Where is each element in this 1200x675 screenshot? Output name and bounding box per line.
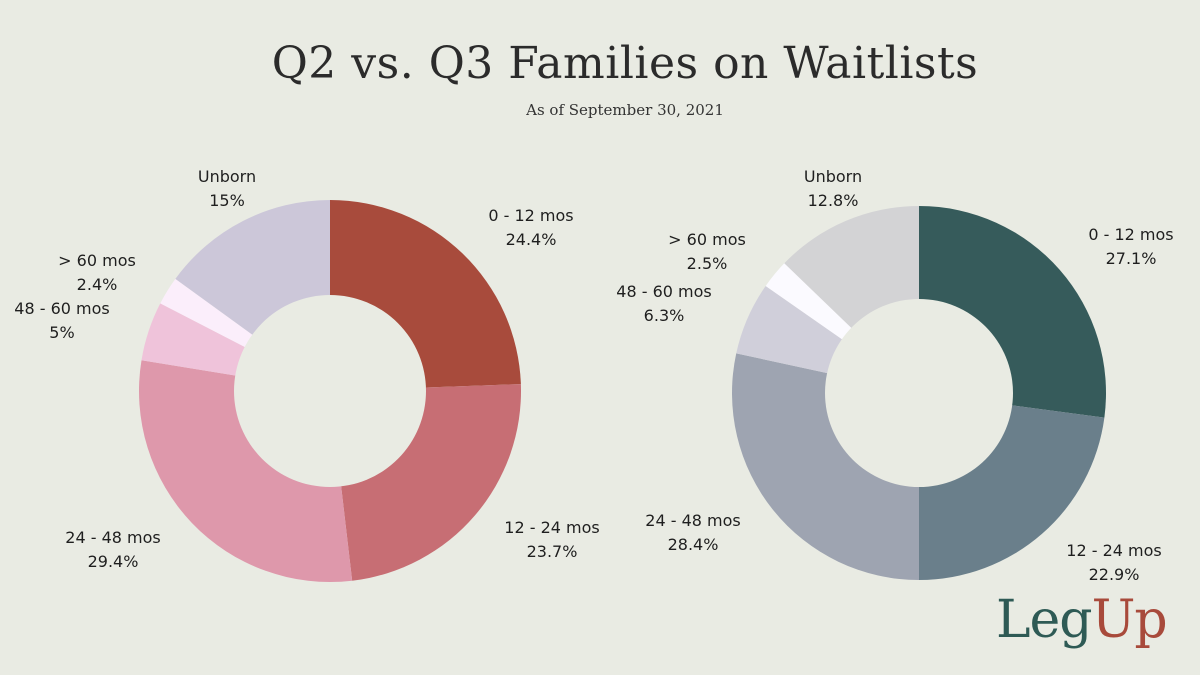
- slice-name: 48 - 60 mos: [616, 282, 712, 301]
- slice-name: > 60 mos: [58, 251, 136, 270]
- chart-subtitle: As of September 30, 2021: [526, 101, 724, 119]
- q2-label-12-24: 12 - 24 mos 23.7%: [492, 516, 612, 564]
- q2-label-24-48: 24 - 48 mos 29.4%: [52, 526, 174, 574]
- q2-label-unborn: Unborn 15%: [180, 165, 274, 213]
- slice-value: 29.4%: [87, 552, 139, 571]
- slice-value: 15%: [209, 191, 245, 210]
- q3-label-0-12: 0 - 12 mos 27.1%: [1076, 223, 1186, 271]
- q2-label-60plus: > 60 mos 2.4%: [50, 249, 144, 297]
- slice-value: 22.9%: [1088, 565, 1140, 584]
- logo-part-up: Up: [1091, 590, 1168, 650]
- slice-value: 6.3%: [643, 306, 685, 325]
- slice-name: 24 - 48 mos: [65, 528, 161, 547]
- q2-label-0-12: 0 - 12 mos 24.4%: [478, 204, 584, 252]
- slice-value: 2.5%: [686, 254, 728, 273]
- slice-name: 0 - 12 mos: [488, 206, 574, 225]
- slice-name: 48 - 60 mos: [14, 299, 110, 318]
- q3-label-48-60: 48 - 60 mos 6.3%: [604, 280, 724, 328]
- q3-label-unborn: Unborn 12.8%: [786, 165, 880, 213]
- slice-name: 24 - 48 mos: [645, 511, 741, 530]
- slice-value: 12.8%: [807, 191, 859, 210]
- slice-value: 27.1%: [1105, 249, 1157, 268]
- slice-value: 24.4%: [505, 230, 557, 249]
- q3-label-60plus: > 60 mos 2.5%: [660, 228, 754, 276]
- slice-value: 28.4%: [667, 535, 719, 554]
- q2-label-48-60: 48 - 60 mos 5%: [3, 297, 121, 345]
- slice-name: 0 - 12 mos: [1088, 225, 1174, 244]
- q2-donut-hole: [234, 295, 426, 487]
- slice-value: 2.4%: [76, 275, 118, 294]
- chart-title: Q2 vs. Q3 Families on Waitlists: [271, 38, 979, 89]
- q3-label-12-24: 12 - 24 mos 22.9%: [1054, 539, 1174, 587]
- slice-name: Unborn: [803, 167, 863, 186]
- logo-part-leg: Leg: [996, 590, 1093, 650]
- slice-value: 23.7%: [526, 542, 578, 561]
- slice-name: 12 - 24 mos: [504, 518, 600, 537]
- slice-name: 12 - 24 mos: [1066, 541, 1162, 560]
- slice-name: > 60 mos: [668, 230, 746, 249]
- slice-value: 5%: [49, 323, 75, 342]
- legup-logo: LegUp: [996, 590, 1168, 650]
- slice-name: Unborn: [197, 167, 257, 186]
- q3-label-24-48: 24 - 48 mos 28.4%: [632, 509, 754, 557]
- q3-donut-hole: [825, 299, 1013, 487]
